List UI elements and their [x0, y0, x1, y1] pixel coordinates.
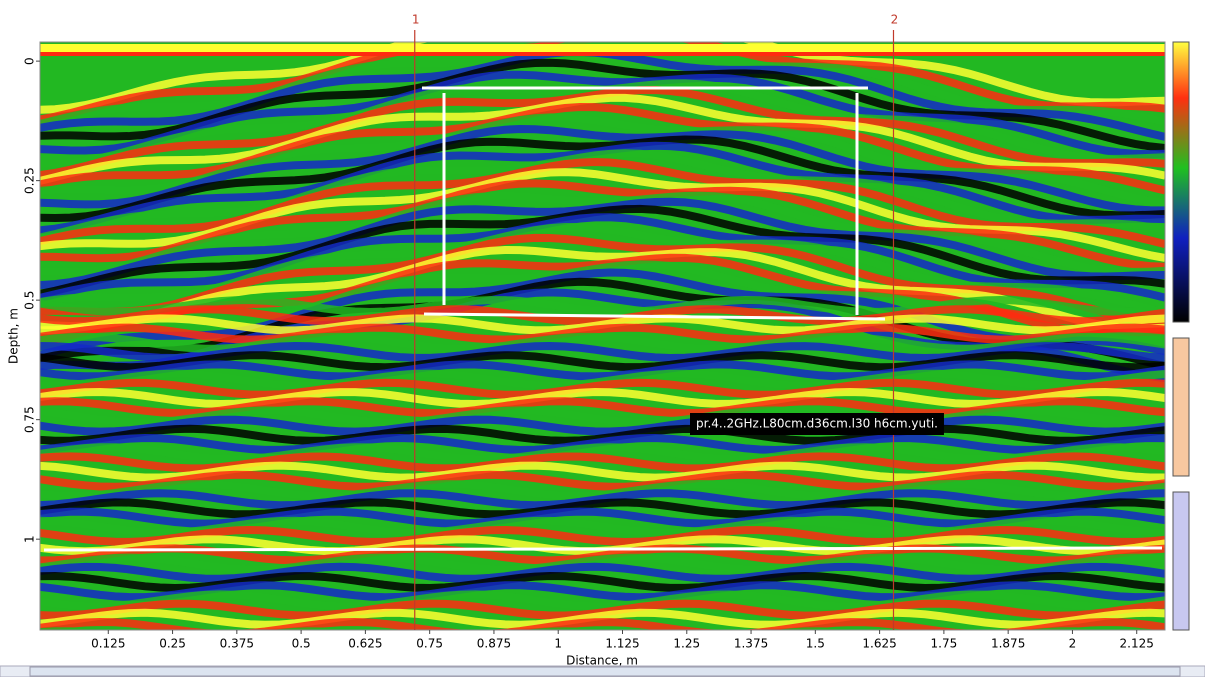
- filter-panel[interactable]: [1173, 492, 1189, 630]
- y-axis-label: Depth, m: [7, 308, 21, 364]
- x-tick-label: 1.625: [862, 637, 896, 651]
- marker-label: 1: [412, 13, 420, 27]
- x-tick-label: 0.75: [416, 637, 443, 651]
- y-tick-label: 0.5: [23, 291, 37, 310]
- y-tick-label: 0.75: [23, 406, 37, 433]
- radargram-window: Distance, m Depth, m 0.125 0.25 0.375 0.5 0.…: [0, 0, 1205, 677]
- x-tick-label: 2: [1069, 637, 1077, 651]
- gain-panel[interactable]: [1173, 338, 1189, 476]
- surface-band: [40, 44, 1165, 52]
- y-tick-label: 1: [23, 535, 37, 543]
- scrollbar-thumb[interactable]: [30, 667, 1180, 676]
- x-tick-label: 1.5: [806, 637, 825, 651]
- x-tick-label: 0.375: [220, 637, 254, 651]
- annotation-text: pr.4..2GHz.L80cm.d36cm.l30 h6cm.yuti.: [696, 417, 938, 431]
- x-tick-label: 0.625: [348, 637, 382, 651]
- surface-band: [40, 52, 1165, 56]
- y-tick-label: 0.25: [23, 167, 37, 194]
- x-tick-label: 1.25: [673, 637, 700, 651]
- x-tick-label: 2.125: [1120, 637, 1154, 651]
- pick-line: [44, 548, 1162, 550]
- x-tick-label: 1.125: [605, 637, 639, 651]
- x-tick-label: 1: [554, 637, 562, 651]
- x-tick-label: 0.125: [91, 637, 125, 651]
- x-tick-label: 0.875: [477, 637, 511, 651]
- marker-label: 2: [891, 13, 899, 27]
- x-tick-label: 1.75: [931, 637, 958, 651]
- color-bar[interactable]: [1173, 42, 1189, 322]
- x-tick-label: 0.25: [159, 637, 186, 651]
- y-tick-label: 0: [23, 57, 37, 65]
- x-tick-label: 0.5: [292, 637, 311, 651]
- x-tick-label: 1.875: [991, 637, 1025, 651]
- x-axis-label: Distance, m: [566, 654, 638, 668]
- annotation: pr.4..2GHz.L80cm.d36cm.l30 h6cm.yuti.: [690, 413, 944, 435]
- x-tick-label: 1.375: [734, 637, 768, 651]
